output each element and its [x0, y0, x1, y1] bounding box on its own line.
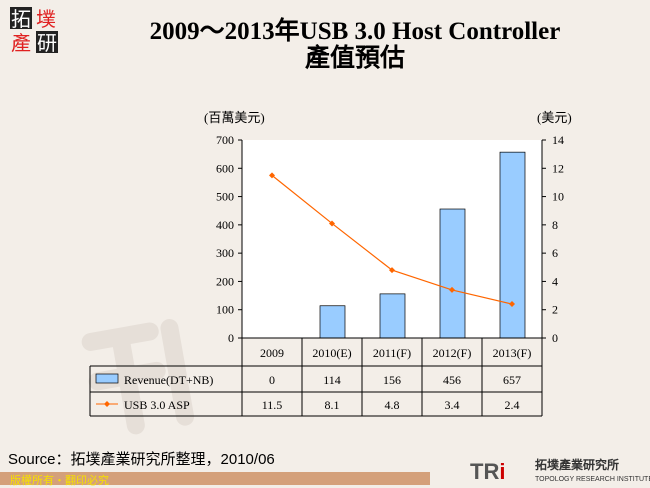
y2-tick-label: 4	[552, 274, 558, 288]
asp-point-2011(F)	[389, 267, 395, 274]
category-label: 2013(F)	[493, 346, 532, 360]
svg-text:研: 研	[37, 31, 57, 55]
revenue-value: 657	[503, 373, 521, 387]
asp-value: 3.4	[445, 398, 460, 412]
asp-value: 4.8	[385, 398, 400, 412]
y-tick-label: 100	[216, 303, 234, 317]
category-label: 2011(F)	[373, 346, 411, 360]
asp-point-2010(E)	[329, 220, 335, 227]
bar-2011(F)	[379, 293, 406, 339]
y2-tick-label: 6	[552, 246, 558, 260]
legend-bar-swatch	[95, 373, 119, 384]
revenue-value: 156	[383, 373, 401, 387]
tri-logo: TRi	[470, 459, 506, 484]
svg-text:產: 產	[11, 31, 31, 55]
legend-asp: USB 3.0 ASP	[124, 398, 190, 412]
y-tick-label: 300	[216, 246, 234, 260]
copyright-footer: 版權所有・翻印必究	[0, 472, 430, 487]
legend-revenue: Revenue(DT+NB)	[124, 373, 213, 387]
y2-axis-label: (美元)	[537, 110, 572, 125]
y2-tick-label: 14	[552, 133, 564, 147]
bar-2010(E)	[319, 305, 346, 339]
brand-cn: 拓墣產業研究所	[535, 458, 620, 472]
asp-point-2012(F)	[449, 286, 455, 293]
revenue-value: 0	[269, 373, 275, 387]
y-tick-label: 600	[216, 161, 234, 175]
svg-text:墣: 墣	[36, 7, 56, 31]
asp-point-2013(F)	[509, 301, 515, 308]
revenue-value: 114	[323, 373, 341, 387]
brand-en: TOPOLOGY RESEARCH INSTITUTE	[535, 476, 650, 483]
y2-tick-label: 0	[552, 331, 558, 345]
asp-point-2009	[269, 172, 275, 179]
y2-tick-label: 12	[552, 161, 564, 175]
category-label: 2009	[260, 346, 284, 360]
legend-line-marker	[104, 401, 110, 407]
y-tick-label: 700	[216, 133, 234, 147]
asp-value: 2.4	[505, 398, 520, 412]
bar-2012(F)	[439, 208, 466, 339]
title-line2: 產值預估	[304, 45, 405, 72]
asp-value: 11.5	[262, 398, 283, 412]
y-tick-label: 0	[228, 331, 234, 345]
revenue-value: 456	[443, 373, 461, 387]
y-tick-label: 400	[216, 218, 234, 232]
y2-tick-label: 2	[552, 303, 558, 317]
y2-tick-label: 8	[552, 218, 558, 232]
source-note: Source：拓墣產業研究所整理，2010/06	[8, 451, 275, 468]
logo: 拓 墣 產 研	[10, 7, 58, 55]
asp-value: 8.1	[325, 398, 340, 412]
svg-text:拓: 拓	[11, 7, 31, 31]
category-label: 2010(E)	[312, 346, 351, 360]
y-axis-label: (百萬美元)	[204, 110, 265, 125]
category-label: 2012(F)	[433, 346, 472, 360]
chart-title: 2009～2013年USB 3.0 Host Controller 產值預估	[70, 18, 640, 72]
y2-tick-label: 10	[552, 190, 564, 204]
title-line1: 2009～2013年USB 3.0 Host Controller	[149, 18, 561, 45]
bar-2013(F)	[499, 151, 526, 339]
y-tick-label: 200	[216, 274, 234, 288]
y-tick-label: 500	[216, 190, 234, 204]
